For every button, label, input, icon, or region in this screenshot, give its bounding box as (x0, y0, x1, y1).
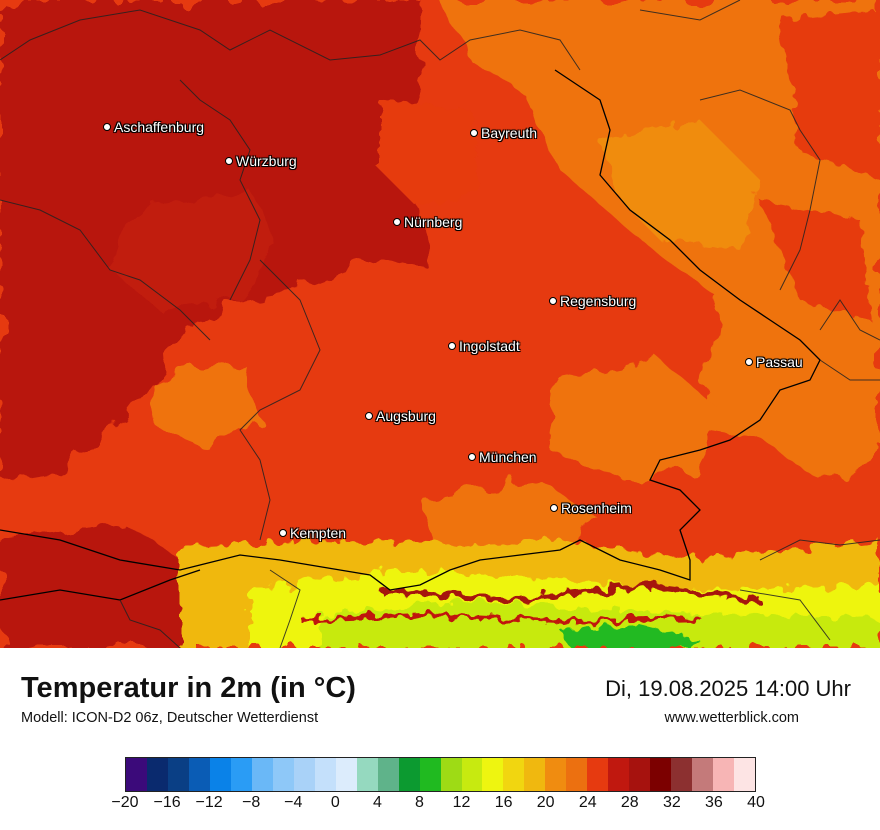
city-name: Augsburg (376, 408, 436, 424)
legend-swatch (734, 758, 756, 791)
legend-swatch (503, 758, 525, 791)
legend-tick-label: 36 (705, 794, 723, 811)
city-label-bayreuth: Bayreuth (470, 125, 537, 141)
legend-swatch (566, 758, 588, 791)
city-name: Passau (756, 354, 803, 370)
legend-swatch (482, 758, 504, 791)
legend-tick-label: −12 (195, 794, 223, 811)
city-label-passau: Passau (745, 354, 803, 370)
legend-swatch (314, 758, 336, 791)
temperature-map: Aschaffenburg Bayreuth Würzburg Nürnberg… (0, 0, 880, 648)
legend-tick-label: 4 (372, 794, 382, 811)
legend-swatch (377, 758, 399, 791)
city-marker (448, 342, 456, 351)
legend-swatch (587, 758, 609, 791)
city-name: Kempten (290, 525, 347, 541)
legend-swatch (356, 758, 378, 791)
legend-swatch (251, 758, 273, 791)
legend-swatch (650, 758, 672, 791)
city-name: Bayreuth (481, 125, 538, 141)
model-subtitle: Modell: ICON-D2 06z, Deutscher Wetterdie… (21, 710, 319, 726)
alps-zone (180, 540, 880, 648)
legend-swatch (126, 758, 147, 791)
legend-tick-label: 24 (578, 794, 597, 811)
legend-swatch (671, 758, 693, 791)
city-name: Ingolstadt (459, 338, 520, 354)
legend-tick-label: 32 (662, 794, 681, 811)
legend-swatch (608, 758, 630, 791)
city-marker (745, 358, 753, 367)
city-name: Nürnberg (404, 214, 463, 230)
city-label-wuerzburg: Würzburg (225, 153, 297, 169)
legend-tick-label: 8 (415, 794, 424, 811)
legend-swatch (335, 758, 357, 791)
city-marker (470, 129, 478, 138)
legend-tick-label: 0 (330, 794, 340, 811)
warm-zone (110, 190, 280, 310)
city-label-regensburg: Regensburg (549, 293, 636, 309)
legend-tick-label: −4 (284, 794, 303, 811)
legend-swatch (188, 758, 210, 791)
legend-tick-label: 28 (620, 794, 639, 811)
legend-ticks: −20 −16 −12 −8 −4 0 4 8 12 16 20 24 28 32 36 40 (0, 794, 880, 824)
forecast-datetime: Di, 19.08.2025 14:00 Uhr (605, 676, 851, 701)
legend-tick-label: 12 (452, 794, 471, 811)
city-marker (365, 412, 373, 421)
city-label-aschaffenburg: Aschaffenburg (103, 119, 204, 135)
map-title: Temperatur in 2m (in °C) (21, 672, 356, 704)
legend-swatch (230, 758, 252, 791)
city-marker (103, 123, 111, 132)
city-label-muenchen: München (468, 449, 537, 465)
legend-tick-label: 40 (747, 794, 765, 811)
city-label-nuernberg: Nürnberg (393, 214, 462, 230)
legend-swatch (272, 758, 294, 791)
city-label-rosenheim: Rosenheim (550, 500, 632, 516)
city-marker (550, 504, 558, 513)
city-marker (549, 297, 557, 306)
legend-swatch (713, 758, 735, 791)
city-label-kempten: Kempten (279, 525, 346, 541)
legend-tick-label: −20 (111, 794, 139, 811)
city-marker (225, 157, 233, 166)
footer: Temperatur in 2m (in °C) Modell: ICON-D2… (0, 648, 880, 830)
legend-tick-label: 16 (494, 794, 513, 811)
city-label-augsburg: Augsburg (365, 408, 436, 424)
city-name: Würzburg (236, 153, 297, 169)
legend-swatch (398, 758, 420, 791)
legend-swatch (545, 758, 567, 791)
city-name: Rosenheim (561, 500, 632, 516)
map-layers (0, 0, 880, 648)
website-link[interactable]: www.wetterblick.com (664, 710, 799, 726)
legend-tick-label: 20 (536, 794, 555, 811)
legend-swatch (461, 758, 483, 791)
city-marker (393, 218, 401, 227)
legend-swatch (209, 758, 231, 791)
legend-swatch (440, 758, 462, 791)
city-name: Aschaffenburg (114, 119, 205, 135)
city-marker (468, 453, 476, 462)
legend-swatch (629, 758, 651, 791)
district-borders (0, 0, 880, 648)
legend-swatch (524, 758, 546, 791)
city-label-ingolstadt: Ingolstadt (448, 338, 520, 354)
legend-swatch (692, 758, 714, 791)
legend-swatch (167, 758, 189, 791)
legend-swatch (419, 758, 441, 791)
city-marker (279, 529, 287, 538)
legend-tick-label: −8 (242, 794, 261, 811)
color-legend (125, 757, 756, 792)
legend-swatch (293, 758, 315, 791)
legend-swatch (146, 758, 168, 791)
city-name: München (479, 449, 537, 465)
city-name: Regensburg (560, 293, 637, 309)
legend-tick-label: −16 (153, 794, 181, 811)
